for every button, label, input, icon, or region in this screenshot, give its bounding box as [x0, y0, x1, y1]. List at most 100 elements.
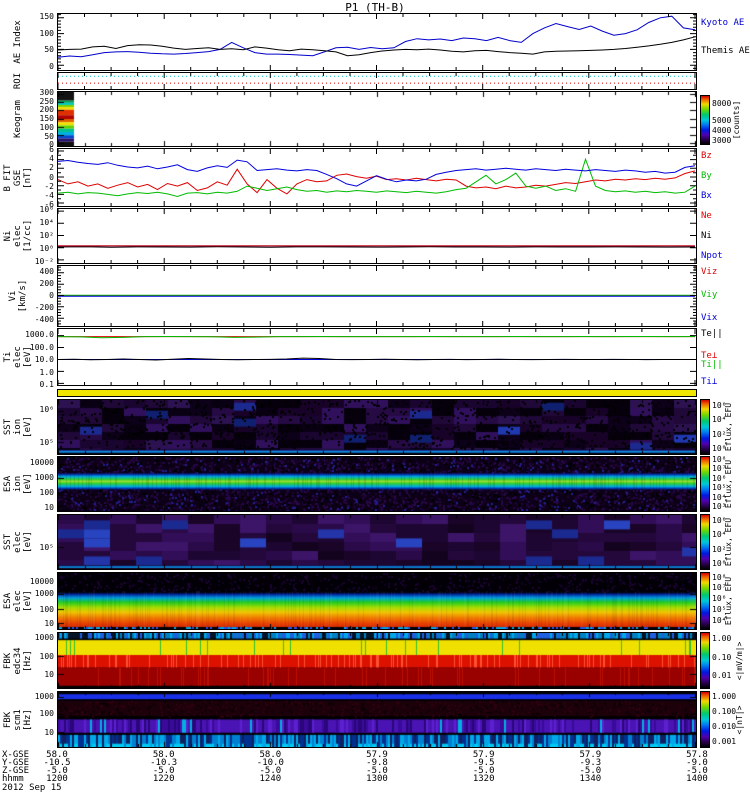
panel-flag: [57, 389, 697, 397]
series-By: [58, 157, 696, 198]
series-label-ThemisAE: Themis AE: [701, 45, 750, 56]
ytick-label-esa_ion: 100: [39, 487, 54, 497]
series-label-Ti: Ti⊥: [701, 376, 718, 387]
ytick-label-esa_elec: 100: [39, 605, 54, 615]
panel-ae: [57, 13, 697, 71]
axis-value-YGSE-0: -10.5: [43, 758, 71, 768]
ytick-label-keogram: 0: [49, 140, 54, 150]
panel-vi: [57, 265, 697, 327]
series-label-KyotoAE: Kyoto AE: [701, 17, 745, 28]
colorbar-unit-sst_elec: Eflux, EFU: [724, 517, 733, 567]
axis-value-hhmm-6: 1400: [686, 774, 708, 784]
panel-fbk_b: [57, 691, 697, 748]
colorbar-tick-sst_ion: 10²: [712, 429, 727, 439]
ytick-label-bfit: 4: [49, 154, 54, 164]
date-label: 2012 Sep 15: [2, 783, 62, 793]
ytick-label-bfit: 2: [49, 163, 54, 173]
axis-row-label-XGSE: X-GSE: [2, 750, 30, 760]
colorbar-tick-esa_ion: 10⁸: [712, 455, 727, 465]
colorbar-unit-fbk_b: <|nT|>: [735, 705, 744, 734]
axis-value-hhmm-1: 1220: [152, 774, 175, 784]
panel-temp: [57, 328, 697, 386]
ytick-label-bfit: 0: [49, 172, 54, 182]
ytick-label-keogram: 50: [44, 131, 54, 141]
spectrogram-sst_ion: [58, 400, 696, 454]
ytick-label-bfit: -2: [44, 181, 54, 191]
ytick-label-vi: -200: [34, 302, 54, 312]
series-Te_par: [58, 357, 695, 361]
axis-row-label-YGSE: Y-GSE: [2, 758, 30, 768]
axis-row-label-ZGSE: Z-GSE: [2, 766, 30, 776]
axis-value-YGSE-5: -9.3: [579, 758, 602, 768]
ytick-label-ni: 10⁶: [39, 205, 54, 215]
plot-area-vi: [58, 266, 696, 326]
ytick-label-fbk_b: 10: [44, 728, 54, 738]
ytick-label-esa_ion: 10000: [29, 458, 54, 468]
series-Kyoto-AE: [58, 15, 696, 58]
colorbar-tick-esa_elec: 10⁶: [712, 594, 727, 604]
colorbar-tick-keogram: 4000: [712, 126, 732, 135]
series-Bz: [58, 168, 696, 195]
ytick-label-vi: -400: [34, 314, 54, 324]
axis-ticks: [58, 329, 696, 385]
colorbar-tick-esa_ion: 10⁶: [712, 473, 727, 483]
series-label-Npot: Npot: [701, 251, 723, 262]
ylabel-roi: ROI: [13, 72, 23, 90]
ytick-label-esa_elec: 1000: [34, 589, 54, 599]
ytick-label-ni: 10²: [39, 231, 54, 240]
ytick-label-keogram: 250: [39, 96, 54, 106]
colorbar-tick-sst_ion: 10⁰: [712, 444, 727, 454]
ytick-label-vi: 400: [39, 267, 54, 277]
axis-ticks: [58, 266, 696, 326]
series-label-Ne: Ne: [701, 210, 712, 221]
axis-ticks: [58, 73, 696, 89]
panel-fbk_e: [57, 632, 697, 689]
ytick-label-esa_elec: 10000: [29, 576, 54, 586]
colorbar-fbk_e: [700, 632, 710, 689]
ytick-label-sst_elec: 10⁵: [39, 542, 54, 552]
series-label-Ti: Ti||: [701, 360, 723, 371]
ytick-label-temp: 1.0: [39, 367, 54, 377]
spectrogram-flag: [58, 390, 696, 396]
series-label-Viy: Viy: [701, 290, 718, 301]
ytick-label-ae: 0: [49, 62, 54, 71]
series-label-Vix: Vix: [701, 312, 718, 323]
colorbar-tick-fbk_b: 0.100: [712, 707, 737, 717]
ytick-label-fbk_e: 10: [44, 669, 54, 679]
axis-value-YGSE-2: -10.0: [256, 758, 284, 768]
panel-esa_ion: [57, 456, 697, 512]
ytick-label-ae: 50: [44, 45, 54, 55]
axis-value-ZGSE-6: -5.0: [686, 766, 708, 776]
colorbar-esa_ion: [700, 456, 710, 512]
series-Ti_par: [58, 335, 696, 339]
ytick-label-keogram: 150: [39, 114, 54, 123]
ytick-label-ae: 100: [39, 28, 54, 38]
colorbar-tick-esa_ion: 10⁴: [712, 493, 727, 502]
colorbar-tick-esa_elec: 10⁵: [712, 605, 727, 615]
colorbar-esa_elec: [700, 572, 710, 630]
ytick-label-temp: 1000.0: [25, 329, 54, 339]
axis-value-hhmm-0: 1200: [46, 774, 68, 784]
axis-value-XGSE-0: 58.0: [46, 750, 68, 760]
colorbar-tick-sst_elec: 10⁴: [712, 530, 727, 540]
panel-ni: [57, 208, 697, 264]
page-title: P1 (TH-B): [345, 1, 405, 14]
ytick-label-fbk_b: 100: [39, 708, 54, 718]
axis-value-hhmm-2: 1240: [259, 774, 282, 784]
series-label-Bz: Bz: [701, 150, 712, 161]
ytick-label-temp: 100.0: [29, 342, 54, 352]
spectrogram-fbk_b: [58, 692, 696, 747]
ytick-label-sst_ion: 10⁶: [39, 405, 54, 415]
series-label-By: By: [701, 170, 712, 181]
colorbar-tick-keogram: 3000: [712, 136, 732, 145]
axis-value-XGSE-5: 57.9: [579, 750, 602, 760]
ytick-label-bfit: -4: [44, 190, 54, 200]
plot-area-temp: [58, 329, 696, 385]
plot-area-ae: [58, 14, 696, 70]
panel-keogram: [57, 91, 697, 147]
axis-ticks: [58, 149, 696, 206]
colorbar-unit-esa_ion: Eflux, EFU: [724, 459, 733, 509]
colorbar-tick-sst_elec: 10⁰: [712, 559, 727, 569]
spectrogram-esa_elec: [58, 573, 696, 629]
ytick-label-fbk_e: 100: [39, 651, 54, 661]
